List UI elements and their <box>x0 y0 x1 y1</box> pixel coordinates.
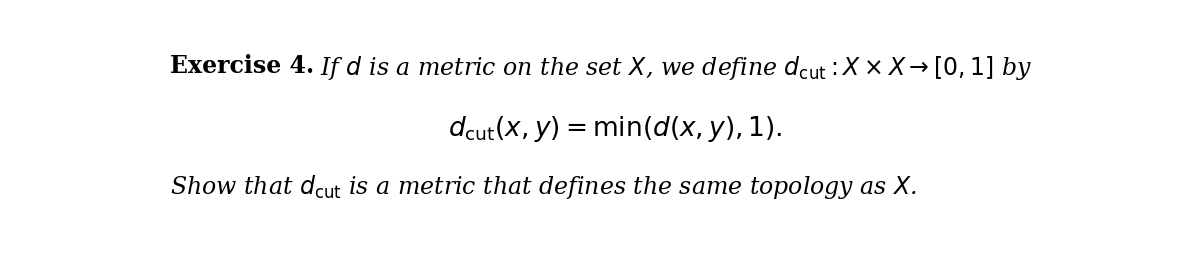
Text: $d_\mathrm{cut}(x, y) = \min(d(x, y), 1).$: $d_\mathrm{cut}(x, y) = \min(d(x, y), 1)… <box>448 113 782 143</box>
Text: If $d$ is a metric on the set $X$, we define $d_\mathrm{cut} : X \times X \to [0: If $d$ is a metric on the set $X$, we de… <box>320 54 1032 82</box>
Text: Show that $d_\mathrm{cut}$ is a metric that defines the same topology as $X$.: Show that $d_\mathrm{cut}$ is a metric t… <box>170 173 918 201</box>
Text: Exercise 4.: Exercise 4. <box>170 54 314 78</box>
